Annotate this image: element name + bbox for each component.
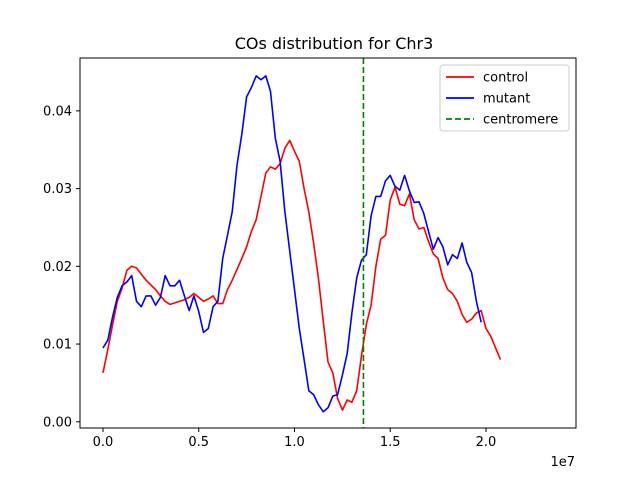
series-line-mutant: [102, 75, 482, 413]
series-line-control: [102, 139, 502, 411]
y-tick-label: 0.02: [43, 260, 72, 275]
legend-box: [439, 64, 570, 132]
y-tick-label: 0.01: [43, 338, 72, 353]
x-tick-label: 1.5: [380, 435, 401, 450]
legend-label-mutant: mutant: [483, 92, 530, 107]
x-axis: 0.0 0.5 1.0 1.5 2.0: [93, 428, 497, 450]
x-tick-label: 2.0: [476, 435, 497, 450]
y-axis: 0.00 0.01 0.02 0.03 0.04: [43, 104, 80, 430]
series-layer: [102, 75, 502, 413]
x-tick-label: 0.0: [93, 435, 114, 450]
y-tick-label: 0.03: [43, 182, 72, 197]
legend: control mutant centromere: [439, 64, 570, 132]
chart-title: COs distribution for Chr3: [235, 34, 434, 53]
x-axis-offset-label: 1e7: [550, 455, 575, 470]
legend-label-centromere: centromere: [483, 113, 558, 128]
x-tick-label: 1.0: [284, 435, 305, 450]
y-tick-label: 0.00: [43, 415, 72, 430]
y-tick-label: 0.04: [43, 104, 72, 119]
axes-frame: [79, 57, 577, 429]
x-tick-label: 0.5: [188, 435, 209, 450]
legend-label-control: control: [483, 71, 528, 86]
